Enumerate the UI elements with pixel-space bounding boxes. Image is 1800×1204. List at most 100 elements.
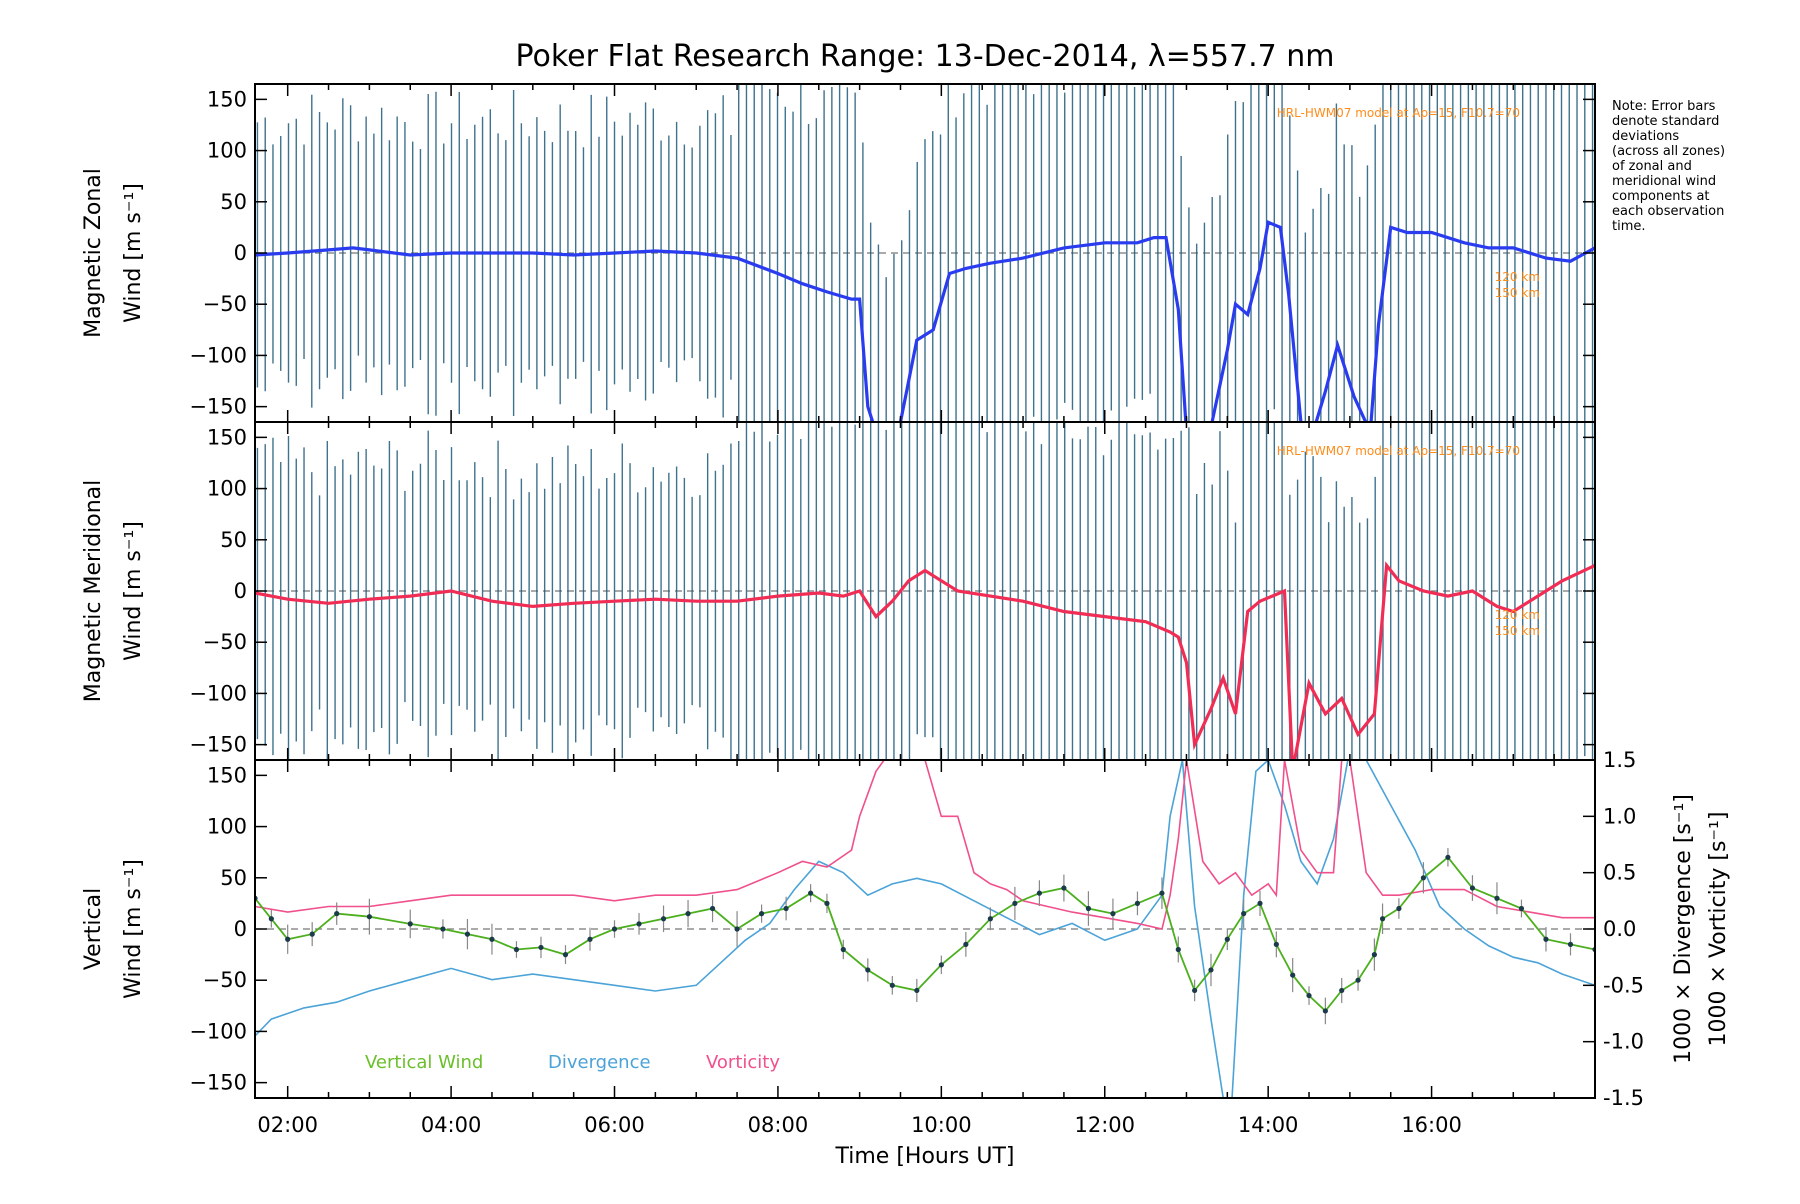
y-tick-label: 150 <box>207 425 247 449</box>
panel-zonal-y-axis-title: Magnetic Zonal <box>81 168 106 338</box>
vertical-wind-point <box>440 926 446 932</box>
vertical-wind-point <box>1224 936 1230 942</box>
vertical-wind-point <box>938 962 944 968</box>
y-tick-label: 50 <box>220 190 247 214</box>
error-bar-note-line: deviations <box>1612 129 1679 144</box>
vertical-wind-point <box>1339 987 1345 994</box>
y-tick-label: −150 <box>189 1071 247 1095</box>
vertical-wind-point <box>611 926 618 932</box>
x-tick-label: 04:00 <box>421 1113 482 1137</box>
x-tick-label: 10:00 <box>911 1113 972 1137</box>
y-tick-label: −100 <box>189 1019 247 1043</box>
vertical-wind-point <box>1420 875 1427 881</box>
vertical-wind-point <box>914 987 920 994</box>
right-y-tick-label: 1.5 <box>1603 748 1636 772</box>
x-axis-title: Time [Hours UT] <box>835 1144 1015 1169</box>
vertical-wind-point <box>1469 885 1476 891</box>
vertical-wind-point <box>824 900 830 906</box>
panel-meridional-model-alt-label: 150 km <box>1495 624 1540 638</box>
vertical-wind-point <box>734 926 740 932</box>
error-bar-note-line: (across all zones) <box>1612 144 1725 159</box>
panel-vertical-y-axis-title: Wind [m s⁻¹] <box>121 859 146 999</box>
vertical-wind-point <box>808 890 814 896</box>
y-tick-label: −50 <box>203 292 247 316</box>
vertical-wind-point <box>1306 992 1312 999</box>
vertical-wind-point <box>685 911 691 917</box>
x-tick-label: 02:00 <box>257 1113 318 1137</box>
y-tick-label: 50 <box>220 528 247 552</box>
y-tick-label: 0 <box>234 917 247 941</box>
right-y-tick-label: -1.5 <box>1603 1086 1644 1110</box>
panel-zonal-model-alt-label: 120 km <box>1495 270 1540 284</box>
vertical-wind-point <box>309 931 315 937</box>
vertical-wind-point <box>1322 1008 1328 1014</box>
right-axis-title-vorticity: 1000 × Vorticity [s⁻¹] <box>1706 812 1731 1047</box>
vertical-wind-point <box>1273 941 1279 947</box>
vertical-wind-point <box>865 967 871 973</box>
vertical-wind-point <box>1355 977 1361 983</box>
vertical-wind-point <box>334 911 340 917</box>
panel-meridional-model-alt-label: 120 km <box>1495 608 1540 622</box>
panel-meridional-model-label: HRL-HWM07 model at Ap=15, F10.7=70 <box>1277 444 1520 458</box>
vertical-wind-point <box>1379 916 1386 922</box>
panel-meridional-y-axis-title: Wind [m s⁻¹] <box>121 521 146 661</box>
y-tick-label: 150 <box>207 87 247 111</box>
panel-zonal-wind-line <box>255 220 1595 422</box>
divergence-line <box>255 760 1595 1098</box>
panel-meridional-wind-line <box>255 561 1595 760</box>
error-bar-note-line: each observation <box>1612 204 1724 219</box>
vertical-wind-point <box>1567 941 1574 947</box>
error-bar-note-line: meridional wind <box>1612 174 1716 189</box>
panel-zonal-model-alt-label: 150 km <box>1495 286 1540 300</box>
y-tick-label: 100 <box>207 477 247 501</box>
y-tick-label: −150 <box>189 395 247 419</box>
vertical-wind-point <box>1085 905 1092 912</box>
panel-meridional-plot-area <box>255 422 1595 760</box>
error-bar-note-line: components at <box>1612 189 1710 204</box>
legend-item-vorticity: Vorticity <box>706 1052 780 1073</box>
vertical-wind-point <box>538 944 544 951</box>
vertical-wind-point <box>987 916 993 922</box>
vertical-wind-point <box>1061 885 1067 891</box>
y-tick-label: −50 <box>203 630 247 654</box>
vorticity-line <box>255 760 1595 930</box>
right-axis-title-divergence: 1000 × Divergence [s⁻¹] <box>1671 794 1696 1064</box>
vertical-wind-point <box>464 931 471 937</box>
error-bar-note-line: Note: Error bars <box>1612 99 1716 114</box>
vertical-wind-point <box>1445 854 1451 860</box>
panel-vertical-y-axis-title: Vertical <box>81 888 106 970</box>
vertical-wind-point <box>1192 987 1198 994</box>
y-tick-label: 100 <box>207 139 247 163</box>
x-tick-label: 08:00 <box>748 1113 809 1137</box>
y-tick-label: −50 <box>203 968 247 992</box>
vertical-wind-point <box>513 946 520 953</box>
right-y-tick-label: -1.0 <box>1603 1030 1644 1054</box>
vertical-wind-point <box>1175 946 1181 953</box>
vertical-wind-point <box>268 916 274 922</box>
x-tick-label: 06:00 <box>584 1113 645 1137</box>
vertical-wind-point <box>1494 895 1500 901</box>
right-y-tick-label: -0.5 <box>1603 973 1644 997</box>
vertical-wind-point <box>366 914 372 920</box>
vertical-wind-point <box>1159 890 1165 896</box>
vertical-wind-point <box>709 905 716 912</box>
panel-zonal-plot-area <box>255 84 1595 422</box>
vertical-wind-point <box>1012 900 1018 906</box>
legend-item-divergence: Divergence <box>548 1052 651 1073</box>
vertical-wind-point <box>285 936 291 942</box>
error-bar-note-line: of zonal and <box>1612 159 1692 174</box>
y-tick-label: 0 <box>234 241 247 265</box>
vertical-wind-point <box>783 905 789 912</box>
vertical-wind-point <box>1134 900 1141 906</box>
vertical-wind-point <box>1290 972 1296 978</box>
vertical-wind-point <box>407 921 413 927</box>
legend-item-vertical-wind: Vertical Wind <box>365 1052 483 1073</box>
vertical-wind-point <box>1241 911 1247 917</box>
right-y-tick-label: 0.5 <box>1603 861 1636 885</box>
y-tick-label: 150 <box>207 763 247 787</box>
vertical-wind-point <box>1110 911 1116 917</box>
vertical-wind-point <box>1371 952 1377 958</box>
vertical-wind-point <box>587 936 593 942</box>
